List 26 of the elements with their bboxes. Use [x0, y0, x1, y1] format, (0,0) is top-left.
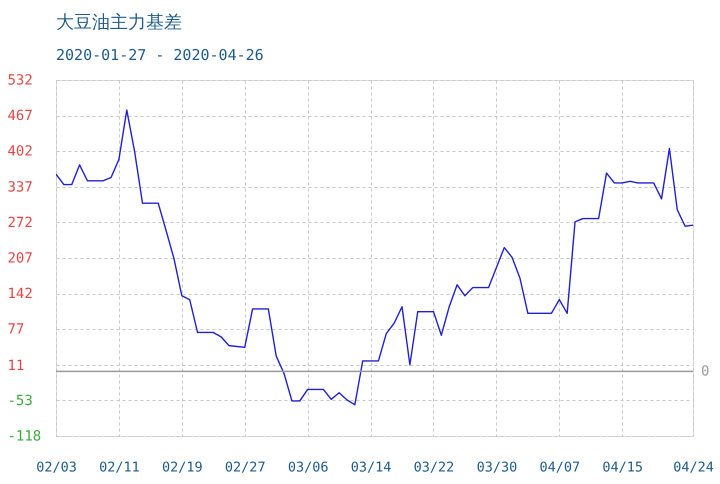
x-tick-label: 02/03: [36, 460, 77, 476]
line-series: [56, 109, 693, 406]
y-tick-label: 207: [8, 250, 33, 266]
x-tick-label: 02/11: [99, 460, 140, 476]
y-tick-label: 467: [8, 108, 33, 124]
x-tick-label: 03/22: [414, 460, 454, 476]
chart-title: 大豆油主力基差: [56, 12, 182, 33]
y-tick-label: -53: [8, 392, 33, 409]
y-tick-label: 532: [8, 72, 33, 88]
x-tick-label: 03/06: [288, 460, 328, 476]
y-tick-label: 402: [8, 144, 33, 160]
y-tick-label: -118: [8, 428, 42, 444]
y-tick-label: 272: [8, 214, 33, 231]
chart-subtitle: 2020-01-27 - 2020-04-26: [56, 46, 264, 64]
x-tick-label: 03/14: [350, 460, 392, 476]
x-tick-label: 04/07: [539, 460, 580, 476]
y-tick-label: 142: [8, 286, 33, 302]
x-tick-label: 02/19: [162, 460, 203, 476]
ref-line-label: 0: [701, 363, 710, 380]
y-tick-label: 77: [8, 322, 24, 338]
x-tick-label: 03/30: [476, 460, 518, 476]
x-tick-label: 02/27: [224, 460, 266, 476]
y-tick-label: 337: [8, 179, 33, 196]
y-tick-label: 11: [8, 358, 24, 374]
x-tick-label: 04/15: [602, 460, 644, 476]
x-tick-label: 04/24: [673, 460, 714, 476]
